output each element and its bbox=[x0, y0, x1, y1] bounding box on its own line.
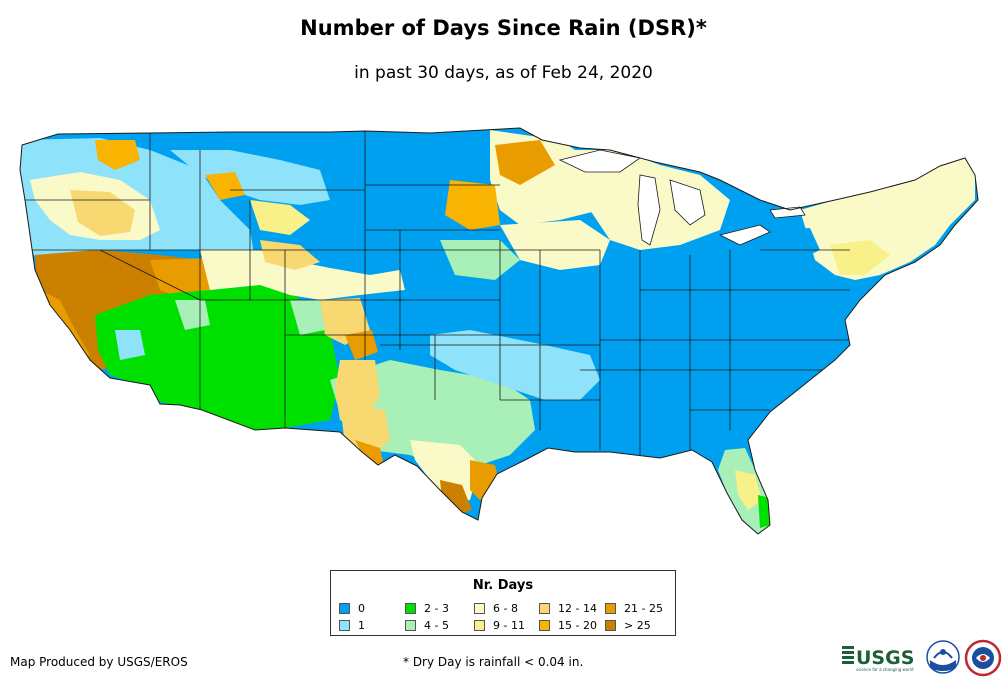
legend-label: 1 bbox=[358, 618, 365, 632]
lake-erie bbox=[718, 224, 771, 246]
legend-item-5: 9 - 11 bbox=[474, 618, 525, 632]
legend-label: 12 - 14 bbox=[558, 601, 597, 615]
region-ne-coast-9-11 bbox=[830, 240, 890, 275]
boundary-line bbox=[99, 249, 201, 301]
footnote: * Dry Day is rainfall < 0.04 in. bbox=[403, 655, 584, 669]
region-fl-9-11 bbox=[735, 470, 762, 510]
legend-item-0: 0 bbox=[339, 601, 365, 615]
legend-item-2: 2 - 3 bbox=[405, 601, 449, 615]
us-outline bbox=[19, 127, 979, 535]
region-ny-0 bbox=[780, 228, 820, 262]
region-wy-1 bbox=[170, 150, 330, 205]
region-co-21-25 bbox=[345, 330, 378, 360]
legend-item-1: 1 bbox=[339, 618, 365, 632]
region-fl-2-3 bbox=[758, 495, 770, 528]
lake-ontario bbox=[769, 206, 806, 219]
legend-title: Nr. Days bbox=[472, 578, 534, 593]
region-rockies-6-8 bbox=[200, 250, 405, 300]
legend-swatch bbox=[539, 619, 550, 631]
legend-label: 0 bbox=[358, 601, 365, 615]
usgs-wave-icon bbox=[842, 646, 854, 664]
legend: Nr. Days 0 1 2 - 3 4 - 5 6 - 8 9 - 11 12… bbox=[330, 570, 676, 636]
legend-item-9: > 25 bbox=[605, 618, 651, 632]
legend-item-6: 12 - 14 bbox=[539, 601, 597, 615]
legend-item-3: 4 - 5 bbox=[405, 618, 449, 632]
region-co-4-5 bbox=[290, 300, 325, 335]
usgs-wordmark: USGS bbox=[856, 647, 914, 669]
legend-swatch bbox=[339, 619, 350, 631]
region-mt-15-20 bbox=[205, 172, 245, 200]
lake-huron bbox=[669, 179, 706, 226]
region-sw-2-3 bbox=[95, 285, 340, 430]
us-dsr-map bbox=[19, 127, 979, 535]
legend-label: > 25 bbox=[624, 618, 651, 632]
lake-superior bbox=[558, 149, 641, 173]
map-subtitle: in past 30 days, as of Feb 24, 2020 bbox=[354, 63, 653, 83]
nws-logo bbox=[964, 639, 1002, 677]
region-nd-21-25 bbox=[495, 140, 555, 185]
region-oregon-12-14 bbox=[70, 190, 135, 236]
map-title: Number of Days Since Rain (DSR)* bbox=[300, 16, 707, 40]
legend-swatch bbox=[605, 602, 616, 614]
legend-swatch bbox=[339, 602, 350, 614]
region-wa-15-20 bbox=[95, 140, 140, 170]
legend-item-4: 6 - 8 bbox=[474, 601, 518, 615]
region-northeast-6-8 bbox=[800, 158, 975, 280]
region-mn-6-8 bbox=[500, 220, 610, 270]
agency-logos: USGS science for a changing world bbox=[842, 638, 1002, 678]
lake-michigan bbox=[637, 174, 661, 246]
legend-label: 2 - 3 bbox=[424, 601, 449, 615]
legend-swatch bbox=[605, 619, 616, 631]
legend-label: 21 - 25 bbox=[624, 601, 663, 615]
legend-swatch bbox=[474, 619, 485, 631]
legend-item-8: 21 - 25 bbox=[605, 601, 663, 615]
legend-swatch bbox=[405, 619, 416, 631]
noaa-logo bbox=[926, 640, 960, 674]
legend-label: 6 - 8 bbox=[493, 601, 518, 615]
region-az-1 bbox=[115, 330, 145, 360]
region-sw-4-5 bbox=[175, 300, 210, 330]
great-lakes bbox=[558, 149, 806, 246]
region-rockies-12-14 bbox=[260, 240, 320, 270]
region-nv-21-25 bbox=[150, 258, 215, 300]
region-ok-1 bbox=[430, 330, 600, 400]
legend-label: 15 - 20 bbox=[558, 618, 597, 632]
legend-item-7: 15 - 20 bbox=[539, 618, 597, 632]
usgs-tagline: science for a changing world bbox=[856, 667, 914, 672]
legend-swatch bbox=[539, 602, 550, 614]
legend-swatch bbox=[474, 602, 485, 614]
legend-label: 9 - 11 bbox=[493, 618, 525, 632]
map-credit: Map Produced by USGS/EROS bbox=[10, 655, 188, 669]
usgs-logo: USGS science for a changing world bbox=[842, 646, 914, 672]
region-tx-big-bend-15-20 bbox=[355, 440, 385, 470]
state-boundaries bbox=[20, 131, 850, 455]
region-sd-15-20 bbox=[445, 180, 500, 230]
region-wy-6-8 bbox=[250, 200, 310, 235]
legend-label: 4 - 5 bbox=[424, 618, 449, 632]
legend-swatch bbox=[405, 602, 416, 614]
